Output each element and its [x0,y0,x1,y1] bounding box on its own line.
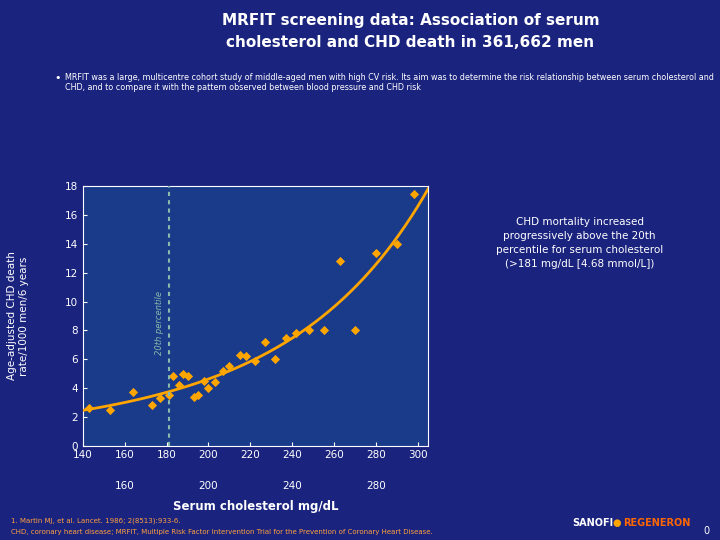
Text: CHD, coronary heart disease; MRFIT, Multiple Risk Factor Intervention Trial for : CHD, coronary heart disease; MRFIT, Mult… [11,529,433,535]
Point [163,391,174,400]
Point [259,338,271,346]
Point [391,240,402,248]
Point [303,326,315,335]
Text: MRFIT was a large, multicentre cohort study of middle-aged men with high CV risk: MRFIT was a large, multicentre cohort st… [65,73,714,92]
Point [181,372,193,381]
Point [270,355,282,363]
Text: 0: 0 [703,525,709,536]
Point [224,362,235,370]
Point [199,376,210,385]
Text: Serum cholesterol mg/dL: Serum cholesterol mg/dL [173,500,338,513]
Text: 280: 280 [366,481,386,491]
Text: cholesterol and CHD death in 361,662 men: cholesterol and CHD death in 361,662 men [226,35,595,50]
Point [188,392,199,401]
Text: REGENERON: REGENERON [623,518,690,528]
Point [318,326,330,335]
Text: 1. Martin MJ, et al. Lancet. 1986; 2(8513):933-6.: 1. Martin MJ, et al. Lancet. 1986; 2(851… [11,517,181,524]
Point [174,381,185,389]
Point [167,372,179,381]
Point [192,391,204,400]
Point [335,257,346,266]
Point [349,326,361,335]
Text: Age-adjusted CHD death
rate/1000 men/6 years: Age-adjusted CHD death rate/1000 men/6 y… [7,252,29,380]
Point [155,394,166,402]
Point [408,189,420,198]
Point [127,388,139,396]
Point [280,333,292,342]
Point [104,405,116,414]
Text: 240: 240 [282,481,302,491]
Text: SANOFI: SANOFI [572,518,613,528]
Point [291,329,302,338]
Point [178,369,189,378]
Text: ●: ● [612,518,621,528]
Text: 20th percentile: 20th percentile [156,291,164,355]
Text: •: • [54,73,60,83]
Point [84,404,95,413]
Text: 200: 200 [199,481,218,491]
Point [240,352,252,361]
Text: CHD mortality increased
progressively above the 20th
percentile for serum choles: CHD mortality increased progressively ab… [496,217,663,269]
Point [203,383,215,392]
Point [370,248,382,257]
Text: 160: 160 [114,481,135,491]
Point [249,356,261,365]
Text: MRFIT screening data: Association of serum: MRFIT screening data: Association of ser… [222,14,599,29]
Point [234,350,246,359]
Point [217,366,229,375]
Point [146,401,158,409]
Point [209,378,220,387]
